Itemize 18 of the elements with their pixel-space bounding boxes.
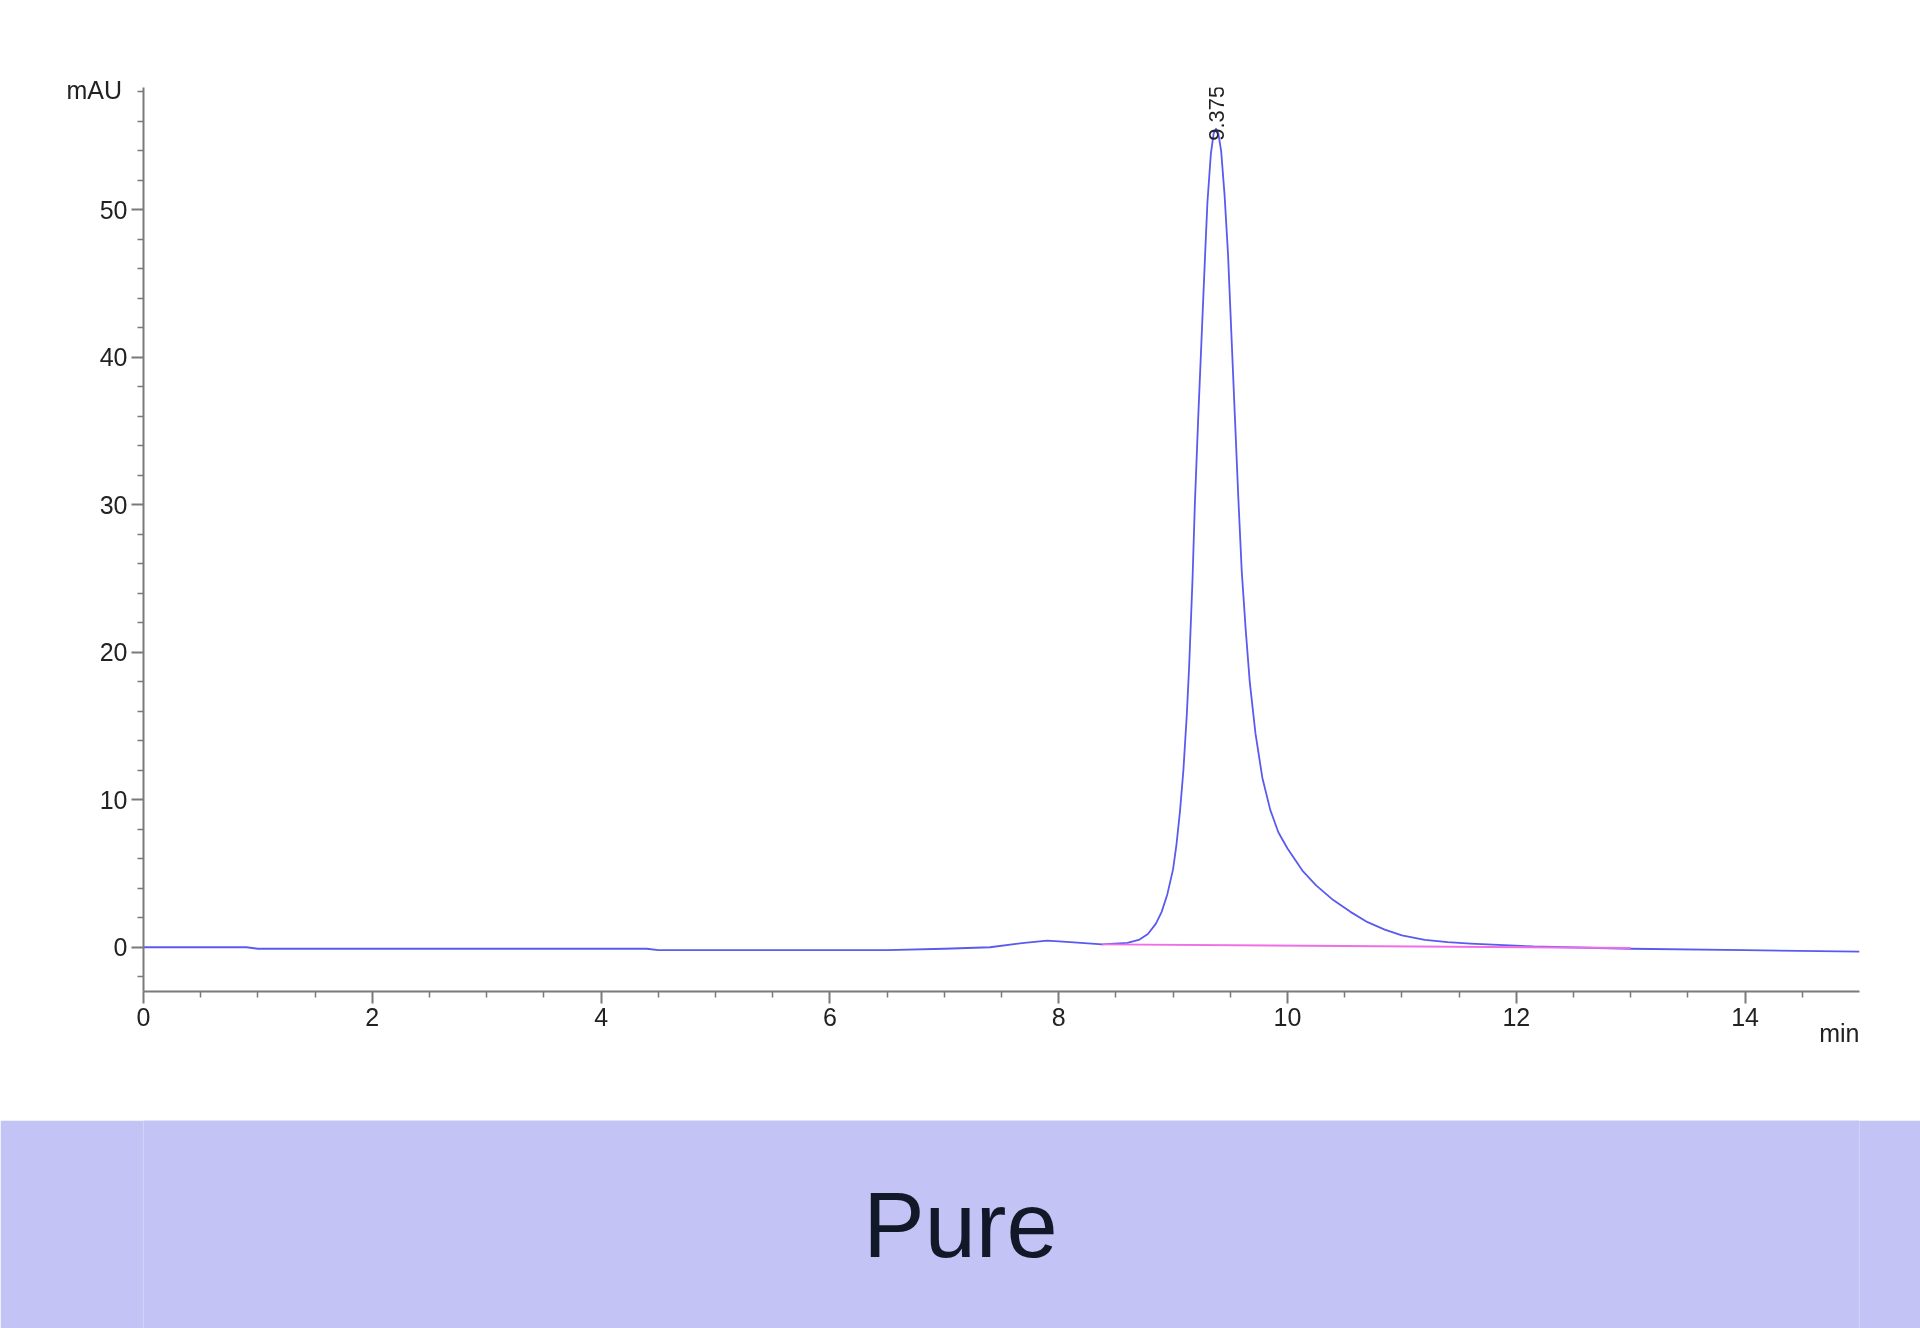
x-tick-label: 2 <box>365 1002 380 1031</box>
y-tick-label: 30 <box>99 490 128 519</box>
x-tick-label: 6 <box>822 1002 837 1031</box>
annotation: 9.375 <box>1203 85 1229 141</box>
x-tick-label: 12 <box>1502 1002 1531 1031</box>
x-tick-label: 8 <box>1051 1002 1066 1031</box>
y-tick-label: 50 <box>99 195 128 224</box>
text: Pure <box>863 1173 1058 1276</box>
y-tick-label: 0 <box>113 933 128 962</box>
y-tick-label: 40 <box>99 343 128 372</box>
x-tick-label: 14 <box>1731 1002 1760 1031</box>
y-axis-title: mAU <box>66 76 123 104</box>
y-tick-label: 10 <box>99 785 128 814</box>
x-axis-title: min <box>1819 1018 1860 1047</box>
x-tick-label: 10 <box>1273 1002 1302 1031</box>
y-tick-label: 20 <box>99 638 128 667</box>
x-tick-label: 4 <box>594 1002 609 1031</box>
x-tick-label: 0 <box>136 1002 151 1031</box>
